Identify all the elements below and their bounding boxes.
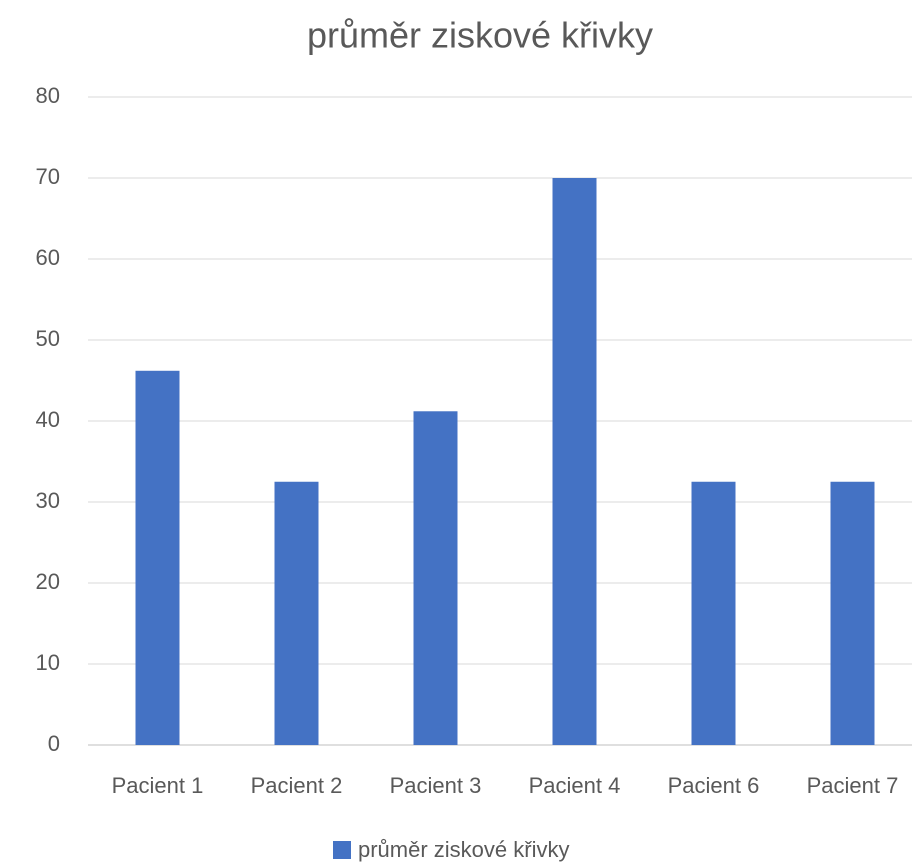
bar	[691, 481, 736, 745]
y-tick-label: 30	[36, 488, 60, 513]
y-tick-label: 0	[48, 731, 60, 756]
y-tick-label: 70	[36, 164, 60, 189]
y-tick-label: 60	[36, 245, 60, 270]
x-tick-label: Pacient 6	[668, 773, 760, 798]
y-tick-label: 40	[36, 407, 60, 432]
bar	[552, 178, 597, 745]
bar	[413, 411, 458, 745]
x-tick-label: Pacient 3	[390, 773, 482, 798]
y-tick-label: 10	[36, 650, 60, 675]
bar	[830, 481, 875, 745]
bar	[274, 481, 319, 745]
y-tick-label: 80	[36, 83, 60, 108]
legend-label: průměr ziskové křivky	[358, 837, 569, 862]
x-tick-label: Pacient 7	[807, 773, 899, 798]
bar	[135, 370, 180, 745]
y-tick-label: 50	[36, 326, 60, 351]
y-tick-label: 20	[36, 569, 60, 594]
x-tick-label: Pacient 2	[251, 773, 343, 798]
x-tick-label: Pacient 4	[529, 773, 621, 798]
x-tick-label: Pacient 1	[112, 773, 204, 798]
legend-swatch	[333, 841, 351, 859]
chart-title: průměr ziskové křivky	[307, 15, 653, 56]
